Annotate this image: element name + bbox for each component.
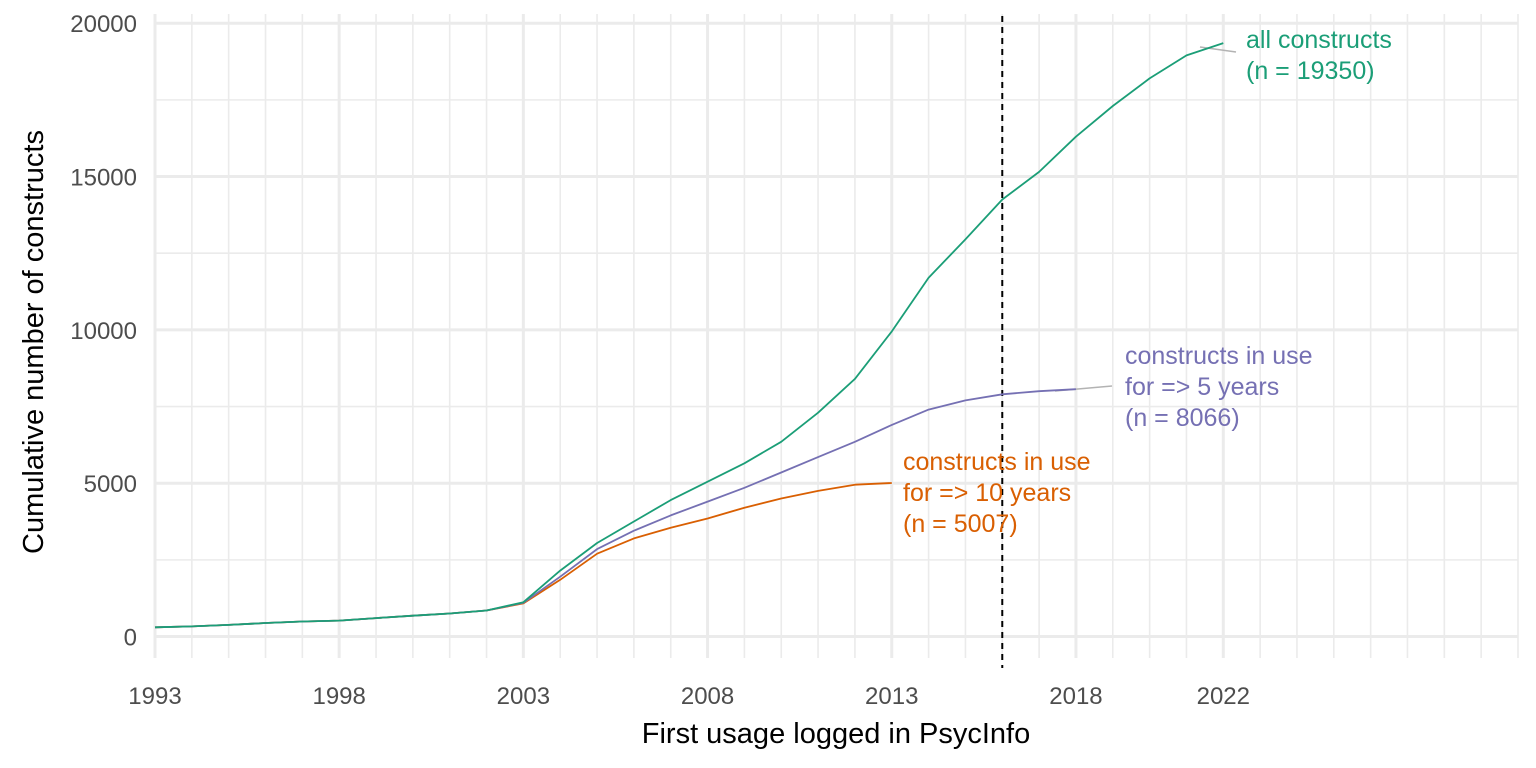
series-line-use5 — [154, 388, 1076, 629]
x-tick-label: 1993 — [128, 683, 181, 710]
series-label-line: constructs in use — [903, 448, 1091, 476]
series-label-line: (n = 19350) — [1246, 57, 1375, 85]
series-label-line: constructs in use — [1125, 342, 1313, 370]
x-axis-title: First usage logged in PsycInfo — [642, 718, 1030, 750]
series-label-line: for => 5 years — [1125, 373, 1279, 401]
y-axis-ticks: 0 5000 10000 15000 20000 — [70, 11, 137, 651]
leader-line-all — [1199, 46, 1237, 53]
series-label-use10: constructs in use for => 10 years (n = 500… — [903, 448, 1091, 538]
series-label-line: (n = 8066) — [1125, 404, 1240, 432]
series-labels: all constructs (n = 19350) constructs in u… — [903, 26, 1392, 538]
label-leaders — [1054, 46, 1237, 392]
series-label-line: (n = 5007) — [903, 510, 1018, 538]
x-tick-label: 2008 — [681, 683, 734, 710]
y-axis-title: Cumulative number of constructs — [18, 130, 50, 554]
series-label-use5: constructs in use for => 5 years (n = 8066… — [1125, 342, 1313, 432]
grid-minor-x — [191, 14, 1519, 658]
x-tick-label: 2018 — [1049, 683, 1102, 710]
series-label-line: for => 10 years — [903, 479, 1071, 507]
series-line-all — [154, 42, 1224, 629]
x-tick-label: 2022 — [1197, 683, 1250, 710]
y-tick-label: 10000 — [70, 318, 137, 345]
y-tick-label: 20000 — [70, 11, 137, 38]
x-tick-label: 2003 — [497, 683, 550, 710]
y-tick-label: 0 — [124, 625, 137, 652]
y-tick-label: 5000 — [84, 471, 137, 498]
x-tick-label: 1998 — [312, 683, 365, 710]
series-label-line: all constructs — [1246, 26, 1392, 54]
series-label-all: all constructs (n = 19350) — [1246, 26, 1392, 85]
grid-major-x — [153, 14, 1225, 658]
y-tick-label: 15000 — [70, 165, 137, 192]
grid-y — [155, 21, 1518, 639]
x-tick-label: 2013 — [865, 683, 918, 710]
x-axis-ticks: 1993 1998 2003 2008 2013 2018 2022 — [128, 683, 1250, 710]
series-lines — [154, 42, 1224, 629]
